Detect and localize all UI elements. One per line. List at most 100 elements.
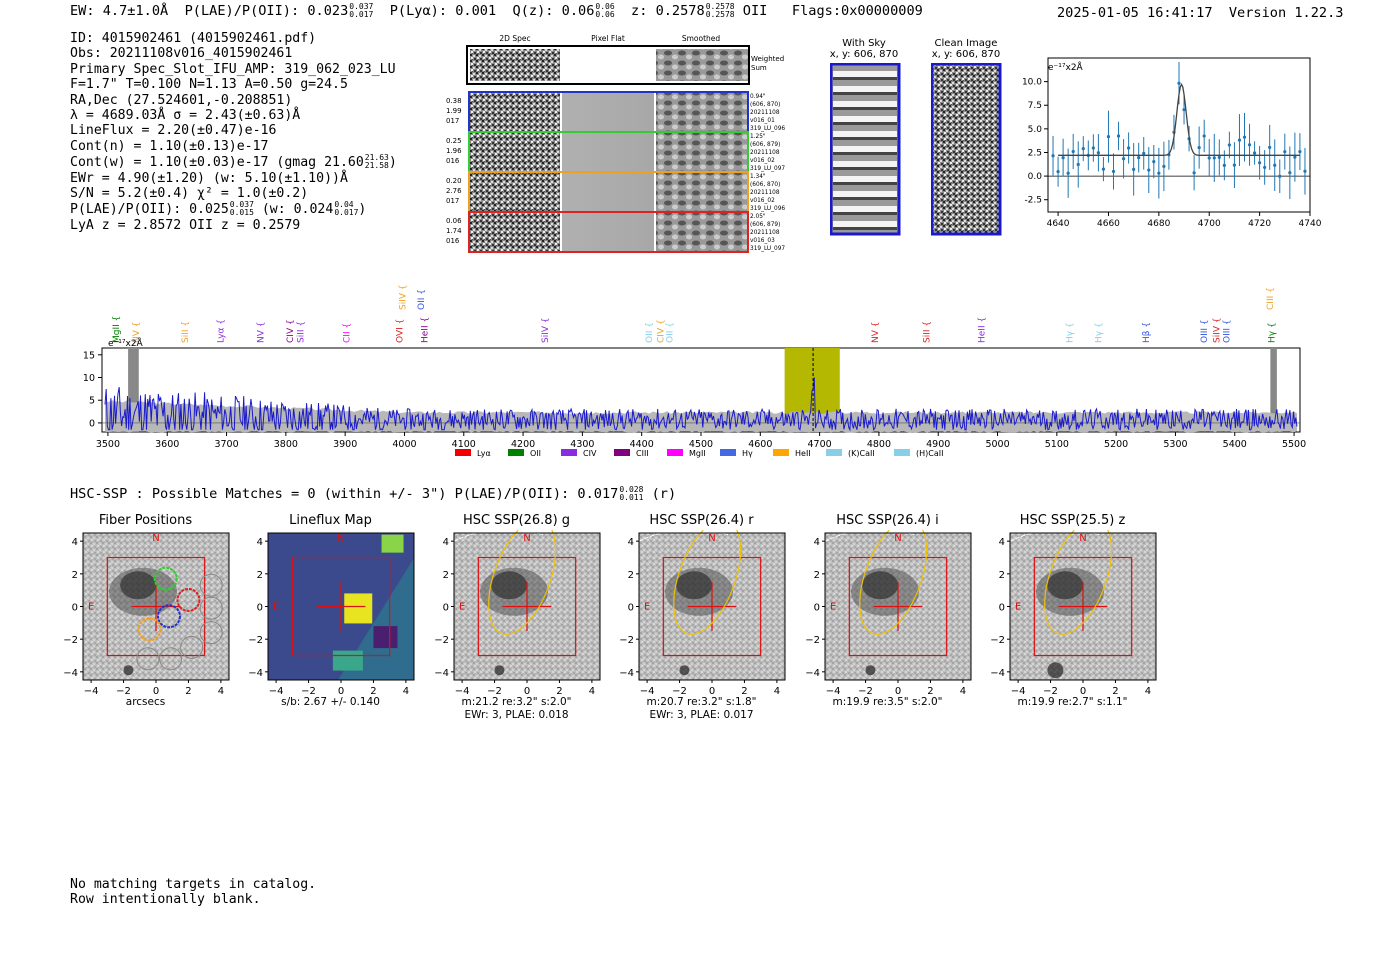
svg-text:20211108: 20211108	[750, 150, 780, 156]
svg-text:4640: 4640	[1047, 219, 1070, 229]
svg-text:N: N	[708, 533, 715, 544]
svg-text:E: E	[830, 602, 836, 613]
line-id-label: NV {	[256, 322, 266, 343]
masked-region	[1270, 348, 1277, 432]
svg-text:N: N	[523, 533, 530, 544]
svg-text:4300: 4300	[570, 439, 594, 450]
svg-text:−4: −4	[63, 668, 78, 679]
cutout-caption: m:21.2 re:3.2" s:2.0"	[461, 696, 572, 708]
svg-text:1.99: 1.99	[446, 107, 462, 115]
svg-text:4700: 4700	[1198, 219, 1221, 229]
svg-text:0.0: 0.0	[1028, 172, 1043, 182]
cutout-caption: m:19.9 re:3.5" s:2.0"	[832, 696, 943, 708]
svg-text:N: N	[152, 533, 159, 544]
cutout-caption: m:19.9 re:2.7" s:1.1"	[1017, 696, 1128, 708]
info-contw: Cont(w) = 1.10(±0.03)e-17 (gmag 21.60 21.…	[70, 153, 397, 171]
svg-text:4400: 4400	[630, 439, 654, 450]
line-id-label: SiIV {	[399, 284, 409, 310]
footer-line1: No matching targets in catalog.	[70, 877, 317, 892]
svg-text:(606, 870): (606, 870)	[750, 182, 780, 188]
svg-text:−4: −4	[455, 686, 470, 695]
svg-text:−4: −4	[269, 686, 284, 695]
zoom-ylabel: e⁻¹⁷x2Å	[1048, 61, 1084, 73]
svg-text:017: 017	[446, 117, 459, 125]
line-id-label: HeII {	[978, 317, 988, 343]
svg-text:3800: 3800	[274, 439, 298, 450]
svg-text:4: 4	[1145, 686, 1151, 695]
svg-text:−4: −4	[805, 668, 820, 679]
svg-text:(H)CaII: (H)CaII	[916, 449, 943, 458]
svg-text:4680: 4680	[1147, 219, 1170, 229]
line-id-label: NV {	[871, 322, 881, 343]
svg-text:CIII: CIII	[636, 449, 649, 458]
plya-value: P(Lyα): 0.001	[389, 3, 497, 19]
svg-text:2: 2	[927, 686, 933, 695]
svg-text:1.74: 1.74	[446, 227, 462, 235]
info-lya: LyA z = 2.8572 OII z = 0.2579	[70, 217, 301, 233]
timestamp: 2025-01-05 16:41:17	[1057, 5, 1213, 21]
svg-text:0: 0	[443, 603, 449, 614]
svg-text:0.94": 0.94"	[750, 94, 766, 100]
svg-text:319_LU_097: 319_LU_097	[750, 246, 785, 252]
svg-text:4100: 4100	[452, 439, 476, 450]
svg-text:0: 0	[89, 418, 95, 429]
col-smoothed: Smoothed	[682, 34, 721, 43]
cutout-image: N E 4 2 0 −2 −4 −4 −2 0 2 4	[63, 532, 230, 695]
svg-text:10.0: 10.0	[1022, 78, 1042, 88]
svg-text:v016_02: v016_02	[750, 198, 775, 204]
cutout-image: N E 4 2 0 −2 −4 −4 −2 0 2 4	[805, 530, 972, 695]
svg-text:−2: −2	[63, 635, 78, 646]
2d-spec-cutout	[470, 172, 560, 212]
line-id-label: OII {	[645, 322, 655, 343]
clean-title: Clean Image x, y: 606, 870	[931, 38, 1001, 60]
svg-text:2: 2	[741, 686, 747, 695]
svg-text:2: 2	[370, 686, 376, 695]
line-id-label: MgII {	[112, 316, 122, 343]
svg-text:E: E	[1015, 602, 1021, 613]
clean-image	[931, 63, 1002, 236]
line-id-label: SiIV {	[541, 317, 551, 343]
cutout-caption: m:20.7 re:3.2" s:1.8"	[646, 696, 757, 708]
svg-text:4: 4	[628, 537, 634, 548]
svg-text:0: 0	[814, 603, 820, 614]
svg-text:−4: −4	[84, 686, 99, 695]
col-2dspec: 2D Spec	[499, 34, 530, 43]
pixel-flat-cutout	[562, 212, 654, 252]
svg-text:v016_02: v016_02	[750, 158, 775, 164]
svg-text:4: 4	[443, 537, 449, 548]
smoothed-cutout	[656, 92, 748, 132]
footer-note: No matching targets in catalog. Row inte…	[70, 877, 316, 908]
svg-text:N: N	[337, 533, 344, 544]
svg-text:4900: 4900	[926, 439, 950, 450]
svg-text:0: 0	[524, 686, 530, 695]
svg-text:OII: OII	[530, 449, 541, 458]
cutout-caption-2: EWr: 3, PLAE: 0.017	[649, 709, 754, 721]
cutout-image: N E 4 2 0 −2 −4 −4 −2 0 2 4	[434, 530, 601, 695]
svg-text:2.5: 2.5	[1028, 148, 1042, 158]
svg-text:4800: 4800	[867, 439, 891, 450]
cutout-caption: arcsecs	[125, 696, 166, 708]
info-plae: P(LAE)/P(OII): 0.025 0.037 0.015 (w: 0.024…	[70, 200, 367, 218]
svg-text:2: 2	[257, 570, 263, 581]
svg-text:0: 0	[338, 686, 344, 695]
svg-text:−4: −4	[640, 686, 655, 695]
plae-value: P(LAE)/P(OII): 0.023	[184, 3, 349, 19]
line-fit-chart: e⁻¹⁷x2Å 4640 4660 4680 4700 4720 4740 10.0 7.5 5…	[1022, 57, 1322, 229]
line-id-label: OIII {	[1222, 319, 1232, 343]
svg-text:(K)CaII: (K)CaII	[848, 449, 875, 458]
svg-text:0: 0	[257, 603, 263, 614]
cutout-caption-2: EWr: 3, PLAE: 0.018	[464, 709, 569, 721]
svg-text:10: 10	[83, 373, 95, 384]
cutout-title: HSC SSP(25.5) z	[1019, 513, 1126, 528]
svg-text:016: 016	[446, 157, 460, 165]
svg-text:−4: −4	[826, 686, 841, 695]
line-id-label: SiII {	[922, 321, 932, 343]
svg-text:2: 2	[814, 570, 820, 581]
svg-text:0: 0	[1080, 686, 1086, 695]
line-id-label: OII {	[417, 289, 427, 310]
svg-text:v016_01: v016_01	[750, 118, 775, 124]
cutout-title: HSC SSP(26.8) g	[462, 513, 571, 528]
svg-text:−4: −4	[434, 668, 449, 679]
line-id-label: OIII {	[1200, 319, 1210, 343]
svg-text:E: E	[88, 602, 94, 613]
